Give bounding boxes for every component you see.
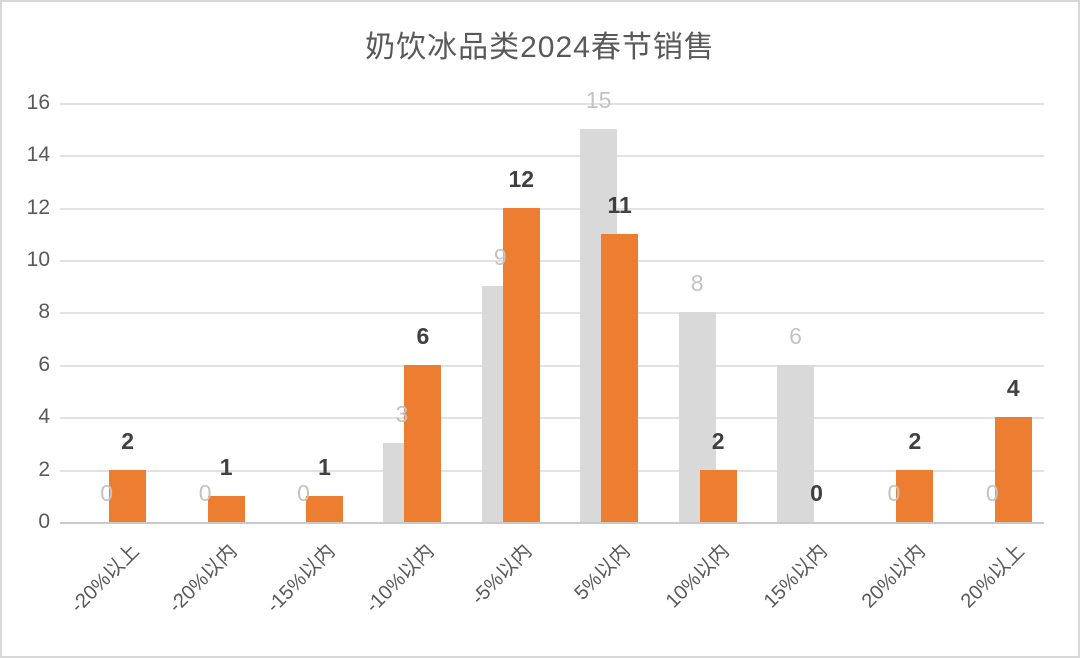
y-tick-label: 6 (38, 352, 50, 376)
x-category-label-text: 15%以内 (759, 540, 832, 613)
gridline (60, 155, 1044, 158)
gridline (60, 102, 1044, 105)
data-label-gray-series: 3 (395, 401, 409, 428)
data-label-orange-series: 2 (711, 427, 725, 454)
x-axis-line (60, 522, 1044, 524)
x-category-label-text: 20%以上 (956, 540, 1029, 613)
y-tick-label: 8 (38, 300, 50, 324)
data-label-orange-series: 1 (219, 453, 233, 480)
data-label-orange-series: 2 (121, 427, 135, 454)
data-label-gray-series: 0 (297, 480, 310, 506)
bar-orange-series (109, 469, 147, 522)
bar-orange-series (306, 495, 343, 522)
chart-title: 奶饮冰品类2024春节销售 (365, 31, 715, 64)
y-tick-label: 10 (26, 248, 50, 271)
data-label-gray-series: 9 (493, 244, 507, 271)
data-label-orange-series: 2 (908, 427, 922, 454)
y-tick-label: 12 (26, 195, 50, 219)
data-label-gray-series: 0 (985, 480, 999, 506)
data-label-orange-series: 6 (416, 322, 430, 349)
x-category-label-text: -15%以内 (262, 540, 340, 618)
data-label-gray-series: 0 (198, 480, 212, 506)
data-label-orange-series: 12 (508, 165, 535, 192)
bar-orange-series (699, 469, 737, 522)
y-tick-label: 0 (38, 510, 50, 533)
data-label-gray-series: 6 (789, 322, 802, 349)
data-label-gray-series: 0 (100, 480, 114, 506)
x-category-label-text: 20%以内 (858, 540, 931, 613)
data-label-gray-series: 8 (690, 270, 704, 297)
data-label-gray-series: 15 (585, 87, 612, 113)
x-category-label-text: -20%以内 (164, 540, 242, 618)
y-tick-label: 14 (26, 143, 50, 167)
bar-orange-series (994, 417, 1032, 522)
x-category-label-text: -20%以上 (66, 540, 144, 618)
y-tick-label: 2 (38, 457, 50, 481)
bar-orange-series (502, 207, 540, 522)
data-label-orange-series: 1 (318, 453, 331, 480)
bar-gray-series (777, 364, 814, 522)
x-category-label-text: -10%以内 (361, 540, 439, 618)
gridline (60, 312, 1044, 315)
x-category-label-text: 5%以内 (570, 540, 635, 605)
bar-orange-series (207, 495, 245, 522)
gridline (60, 364, 1044, 367)
gridline (60, 417, 1044, 420)
bar-orange-series (404, 364, 442, 522)
data-label-orange-series: 11 (607, 191, 632, 218)
x-category-label-text: 10%以内 (661, 540, 734, 613)
data-label-gray-series: 0 (887, 480, 901, 506)
data-label-orange-series: 4 (1006, 375, 1020, 402)
gridline (60, 469, 1044, 472)
gridline (60, 260, 1044, 262)
gridline (60, 207, 1044, 210)
bar-orange-series (601, 233, 639, 522)
bar-orange-series (896, 469, 934, 522)
y-tick-label: 4 (38, 405, 50, 429)
data-label-orange-series: 0 (810, 480, 823, 506)
y-tick-label: 16 (26, 90, 50, 114)
x-category-label-text: -5%以内 (467, 540, 537, 610)
